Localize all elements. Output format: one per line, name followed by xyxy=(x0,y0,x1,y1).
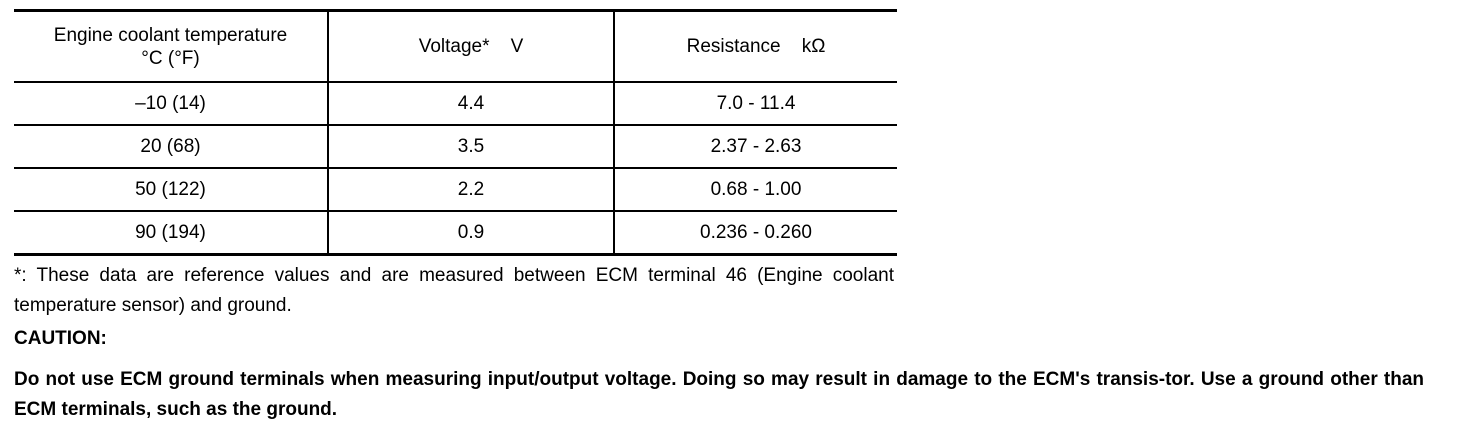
cell-resistance: 0.236 - 0.260 xyxy=(700,221,812,243)
cell-voltage: 3.5 xyxy=(328,125,615,169)
cell-resistance: 2.37 - 2.63 xyxy=(614,125,897,169)
cell-resistance: 7.0 - 11.4 xyxy=(614,82,897,126)
coolant-sensor-table: Engine coolant temperature °C (°F) Voltag… xyxy=(14,9,897,256)
cell-voltage: 2.2 xyxy=(328,168,615,212)
cell-temperature: 20 (68) xyxy=(14,125,329,169)
footnote: *: These data are reference values and a… xyxy=(14,265,894,316)
header-temperature-unit: °C (°F) xyxy=(141,47,200,69)
cell-resistance: 0.68 - 1.00 xyxy=(614,168,897,212)
cell-voltage: 0.9 xyxy=(328,211,615,255)
cell-temperature: 90 (194) xyxy=(14,211,329,255)
table-header-row: Engine coolant temperature °C (°F) Voltag… xyxy=(14,10,897,83)
header-resistance: Resistance kΩ xyxy=(614,10,897,83)
header-temperature-line1: Engine coolant temperature xyxy=(53,24,288,46)
header-voltage: Voltage* V xyxy=(328,10,615,83)
table-row: 90 (194) 0.9 0.236 - 0.260 xyxy=(14,211,897,255)
header-temperature: Engine coolant temperature °C (°F) xyxy=(14,10,329,83)
caution-text: Do not use ECM ground terminals when mea… xyxy=(14,369,1424,420)
cell-temperature: 50 (122) xyxy=(14,168,329,212)
table-row: 50 (122) 2.2 0.68 - 1.00 xyxy=(14,168,897,212)
cell-voltage: 4.4 xyxy=(328,82,615,126)
table-row: 20 (68) 3.5 2.37 - 2.63 xyxy=(14,125,897,169)
cell-temperature: –10 (14) xyxy=(14,82,329,126)
table-row: –10 (14) 4.4 7.0 - 11.4 xyxy=(14,82,897,126)
caution-title: CAUTION: xyxy=(14,328,107,349)
